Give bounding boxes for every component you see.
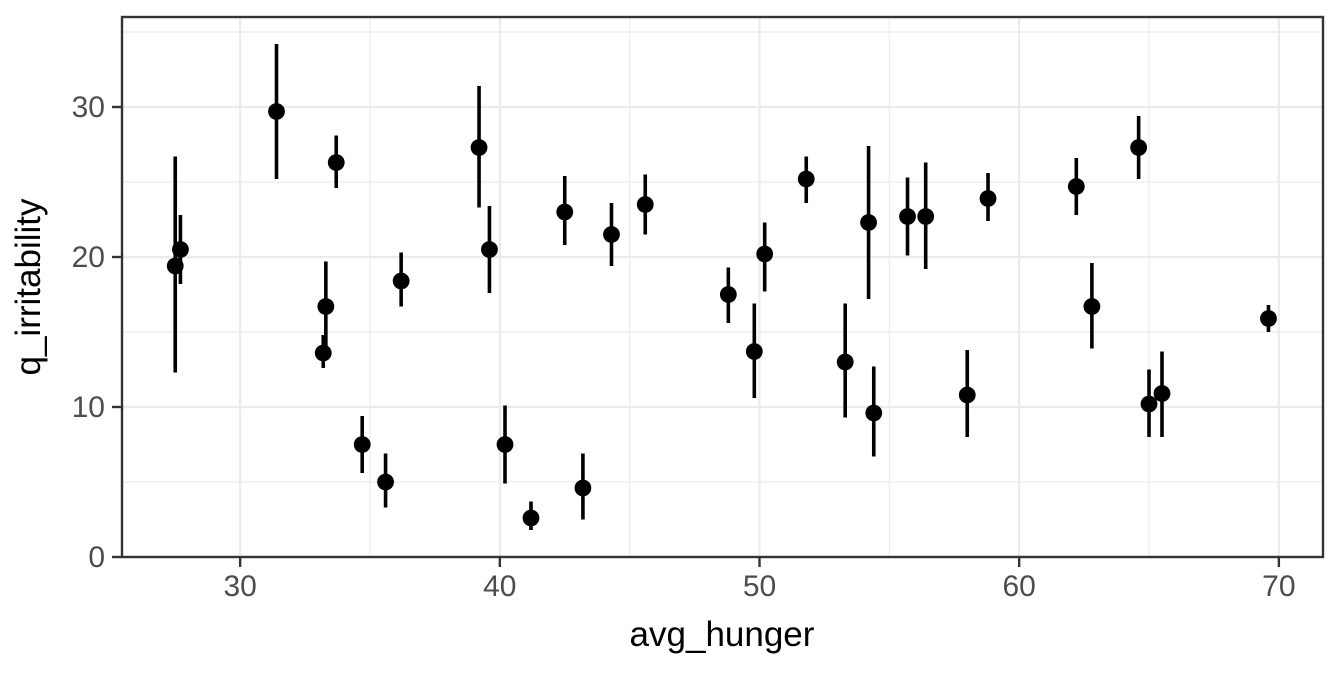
y-tick-label-20: 20 — [72, 241, 105, 274]
pointrange-series — [166, 44, 1277, 530]
data-point — [481, 241, 498, 258]
pointrange-13 — [556, 176, 574, 245]
pointrange-20 — [797, 156, 815, 203]
pointrange-19 — [756, 222, 774, 292]
x-tick-label-30: 30 — [223, 570, 256, 603]
data-point — [836, 353, 854, 371]
pointrange-17 — [719, 267, 737, 323]
y-tick-label-30: 30 — [72, 91, 105, 124]
pointrange-28 — [1067, 158, 1085, 215]
data-point — [603, 226, 620, 243]
x-axis-tick-labels: 30 40 50 60 70 — [223, 570, 1295, 603]
pointrange-8 — [392, 252, 410, 307]
pointrange-9 — [470, 86, 488, 208]
panel-border — [120, 15, 1325, 559]
data-point — [496, 436, 514, 453]
pointrange-26 — [958, 350, 976, 437]
data-point — [314, 344, 332, 362]
x-tick-label-70: 70 — [1262, 570, 1295, 603]
data-point — [1083, 298, 1101, 315]
y-axis-title: q_irritability — [9, 198, 48, 375]
panel-background — [122, 17, 1323, 557]
pointrange-29 — [1083, 263, 1101, 349]
pointrange-2 — [268, 44, 285, 179]
x-tick-label-40: 40 — [483, 570, 516, 603]
y-axis-tick-labels: 0 10 20 30 — [72, 91, 105, 574]
data-point — [979, 190, 997, 207]
pointrange-3 — [314, 335, 332, 368]
data-point — [353, 436, 371, 453]
data-point — [470, 139, 488, 156]
pointrange-27 — [979, 173, 997, 221]
data-point — [574, 479, 592, 497]
pointrange-22 — [860, 146, 877, 299]
y-tick-label-0: 0 — [88, 541, 105, 574]
pointrange-15 — [603, 203, 620, 266]
pointrange-4 — [317, 261, 335, 347]
pointrange-5 — [327, 135, 345, 188]
x-tick-label-60: 60 — [1002, 570, 1035, 603]
data-point — [556, 203, 574, 221]
data-point — [745, 343, 763, 360]
data-point — [865, 404, 883, 422]
data-point — [636, 196, 654, 213]
data-point — [860, 214, 877, 231]
data-point — [172, 241, 189, 258]
pointrange-16 — [636, 174, 654, 235]
data-point — [392, 272, 410, 290]
data-point — [917, 208, 935, 225]
data-point — [522, 509, 540, 527]
data-point — [268, 103, 285, 120]
pointrange-10 — [481, 206, 498, 293]
data-point — [327, 154, 345, 171]
data-point — [756, 245, 774, 263]
pointrange-24 — [899, 177, 916, 256]
data-point — [797, 170, 815, 188]
data-point — [377, 473, 394, 491]
pointrange-31 — [1140, 369, 1158, 437]
pointrange-18 — [745, 303, 763, 398]
x-axis-title: avg_hunger — [630, 615, 815, 654]
data-point — [1130, 139, 1148, 156]
pointrange-14 — [574, 453, 592, 520]
pointrange-12 — [522, 501, 540, 530]
data-point — [958, 386, 976, 404]
pointrange-21 — [836, 303, 854, 418]
y-tick-label-10: 10 — [72, 391, 105, 424]
pointrange-32 — [1153, 351, 1171, 437]
data-point — [317, 298, 335, 315]
data-point — [719, 286, 737, 303]
data-point — [899, 208, 916, 225]
data-point — [1140, 395, 1158, 413]
pointrange-25 — [917, 162, 935, 269]
pointrange-33 — [1260, 305, 1277, 332]
pointrange-23 — [865, 366, 883, 457]
data-point — [1153, 385, 1171, 402]
x-tick-label-50: 50 — [743, 570, 776, 603]
data-point — [1260, 310, 1277, 327]
pointrange-11 — [496, 405, 514, 484]
pointrange-7 — [377, 453, 394, 508]
pointrange-1 — [172, 215, 189, 284]
pointrange-6 — [353, 416, 371, 473]
data-point — [1067, 178, 1085, 195]
axis-ticks — [112, 105, 1281, 567]
pointrange-30 — [1130, 116, 1148, 179]
